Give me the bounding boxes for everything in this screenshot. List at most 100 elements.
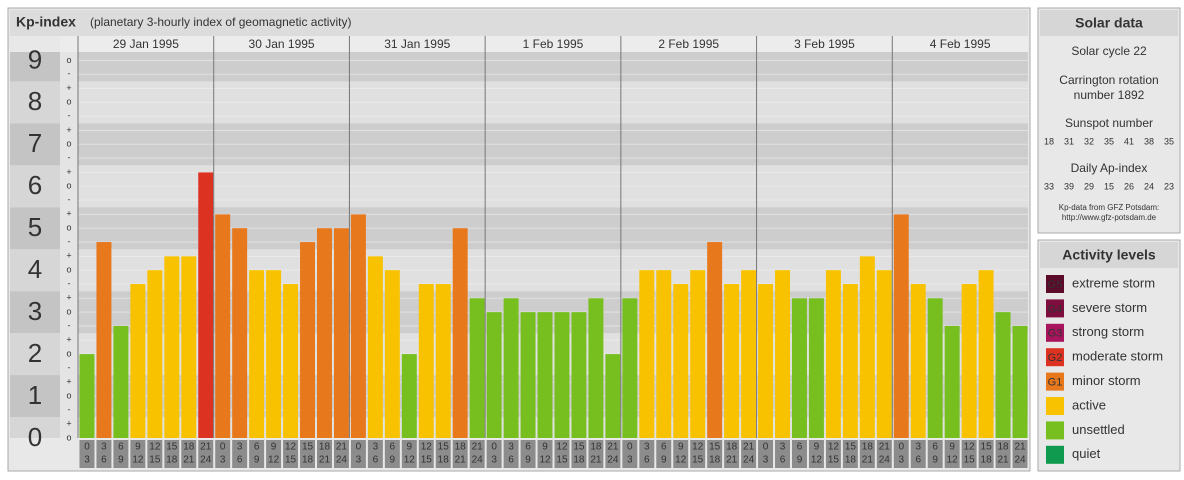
sunspot-value: 31 [1064, 136, 1074, 146]
bar [79, 354, 95, 438]
hour-label: 15 [573, 442, 585, 453]
hour-label: 12 [556, 442, 568, 453]
hour-box [283, 440, 299, 468]
hour-label: 9 [542, 442, 548, 453]
bar [876, 270, 892, 438]
bar [198, 172, 214, 438]
level-swatch [1046, 421, 1064, 440]
hour-box [707, 440, 723, 468]
hour-label: 0 [356, 442, 362, 453]
hour-label: 18 [590, 442, 602, 453]
hour-label: 12 [539, 455, 551, 466]
bar [401, 354, 417, 438]
level-label: minor storm [1072, 373, 1141, 388]
hour-label: 3 [101, 442, 107, 453]
y-band [10, 249, 60, 292]
hour-box [520, 440, 536, 468]
levels-title-bar [1040, 242, 1178, 268]
y-minor-label: - [68, 236, 71, 246]
bar [893, 214, 909, 438]
hour-label: 24 [336, 455, 348, 466]
y-tick-label: 7 [28, 128, 42, 158]
bar [775, 270, 790, 438]
y-minor-label: o [66, 432, 71, 442]
date-row [60, 36, 1028, 52]
ap-value: 29 [1084, 181, 1094, 191]
level-label: severe storm [1072, 300, 1147, 315]
hour-label: 0 [898, 442, 904, 453]
bar [808, 298, 824, 438]
level-swatch [1046, 397, 1064, 415]
level-label: quiet [1072, 446, 1101, 461]
day-label: 29 Jan 1995 [113, 37, 179, 51]
hour-label: 21 [336, 442, 348, 453]
hour-label: 12 [404, 455, 416, 466]
bar [995, 312, 1011, 438]
chart-title: Kp-index [16, 14, 76, 30]
hour-box [232, 440, 248, 468]
hour-label: 6 [915, 455, 921, 466]
bar [707, 242, 723, 438]
hour-box [656, 440, 672, 468]
hour-label: 15 [692, 455, 704, 466]
y-tick-label: 1 [28, 380, 42, 410]
chart-subtitle: (planetary 3-hourly index of geomagnetic… [90, 15, 351, 29]
hour-box [961, 440, 977, 468]
y-tick-label: 9 [28, 44, 42, 74]
sunspot-value: 32 [1084, 136, 1094, 146]
hour-box [96, 440, 112, 468]
level-label: unsettled [1072, 422, 1125, 437]
bar [673, 284, 689, 438]
y-tick-label: 0 [28, 422, 42, 452]
hour-label: 21 [607, 442, 619, 453]
hour-label: 3 [491, 455, 497, 466]
day-label: 1 Feb 1995 [523, 37, 584, 51]
y-minor-label: o [66, 181, 71, 191]
hour-label: 18 [709, 455, 721, 466]
hour-box [130, 440, 146, 468]
hour-label: 6 [237, 455, 243, 466]
hour-label: 12 [285, 442, 297, 453]
y-minor-label: - [68, 362, 71, 372]
hour-label: 6 [780, 455, 786, 466]
bar [96, 242, 112, 438]
y-tick-label: 5 [28, 212, 42, 242]
y-tick-label: 3 [28, 296, 42, 326]
y-minor-label: - [68, 404, 71, 414]
hour-box [724, 440, 740, 468]
bar [944, 325, 960, 438]
bar [300, 242, 315, 438]
hour-box [910, 440, 926, 468]
hour-box [367, 440, 383, 468]
solar-title: Solar data [1075, 15, 1143, 31]
level-badge: G5 [1048, 279, 1063, 291]
bar [605, 354, 621, 438]
hour-box [384, 440, 400, 468]
level-swatch [1046, 348, 1064, 367]
y-minor-label: o [66, 307, 71, 317]
bar [266, 270, 282, 438]
hour-label: 9 [525, 455, 531, 466]
bar [486, 312, 502, 438]
hour-label: 24 [879, 455, 891, 466]
y-minor-label: o [66, 97, 71, 107]
bar [554, 312, 570, 438]
hour-label: 21 [455, 455, 467, 466]
hour-label: 18 [319, 442, 331, 453]
hour-label: 9 [678, 442, 684, 453]
hour-box [452, 440, 468, 468]
hour-box [537, 440, 553, 468]
hour-label: 15 [149, 455, 161, 466]
hour-label: 12 [421, 442, 433, 453]
bar [350, 214, 366, 438]
hour-label: 3 [627, 455, 633, 466]
y-minor-label: - [68, 320, 71, 330]
carrington: number 1892 [1074, 88, 1145, 102]
hour-box [300, 440, 315, 468]
hour-box [1012, 440, 1028, 468]
hour-label: 9 [797, 455, 803, 466]
day-label: 2 Feb 1995 [658, 37, 719, 51]
bar [656, 270, 672, 438]
hour-label: 6 [661, 442, 667, 453]
